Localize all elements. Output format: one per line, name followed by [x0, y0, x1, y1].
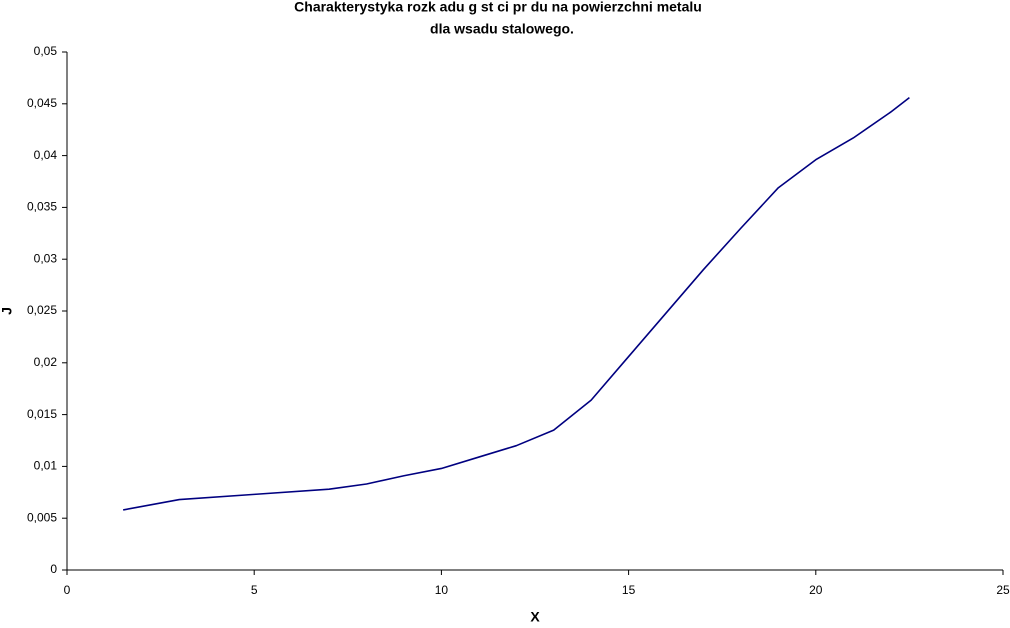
chart-title: Charakterystyka rozk adu g st ci pr du n…	[294, 0, 702, 15]
y-tick-label: 0,045	[27, 96, 57, 110]
y-axis-label: J	[0, 307, 15, 315]
x-axis-label: X	[530, 609, 540, 625]
y-tick-label: 0,025	[27, 303, 57, 317]
y-tick-label: 0	[50, 562, 57, 576]
x-tick-label: 15	[622, 583, 636, 597]
x-tick-label: 5	[251, 583, 258, 597]
x-tick-label: 10	[435, 583, 449, 597]
y-tick-label: 0,04	[34, 148, 58, 162]
y-tick-label: 0,015	[27, 407, 57, 421]
x-tick-label: 25	[996, 583, 1010, 597]
y-tick-label: 0,005	[27, 510, 57, 524]
x-tick-label: 0	[64, 583, 71, 597]
chart-title: dla wsadu stalowego.	[430, 21, 574, 37]
y-tick-label: 0,03	[34, 251, 58, 265]
x-tick-label: 20	[809, 583, 823, 597]
y-tick-label: 0,01	[34, 459, 58, 473]
y-tick-label: 0,035	[27, 200, 57, 214]
data-line	[123, 96, 910, 511]
y-tick-label: 0,05	[34, 44, 58, 58]
y-tick-label: 0,02	[34, 355, 58, 369]
